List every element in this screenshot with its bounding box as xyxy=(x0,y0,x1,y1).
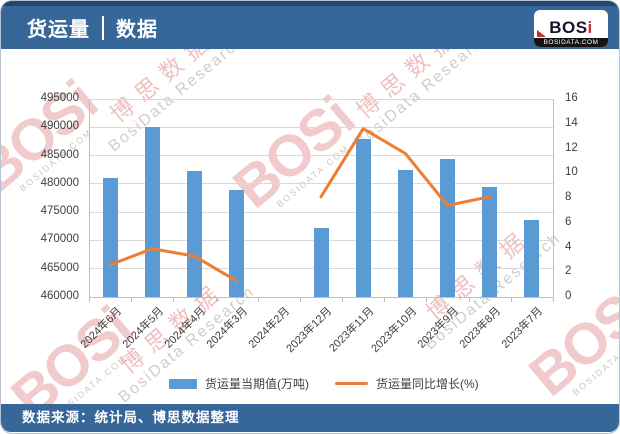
x-axis-tick xyxy=(384,298,386,302)
logo-triangle-icon xyxy=(537,30,546,37)
bottom-axis-line xyxy=(89,297,554,298)
bar-freight-volume xyxy=(524,220,540,297)
gridline xyxy=(89,98,553,100)
legend-line-swatch xyxy=(335,382,368,385)
legend: 货运量当期值(万吨) 货运量同比增长(%) xyxy=(169,375,479,392)
right-axis-tick-label: 0 xyxy=(565,290,572,302)
x-axis-tick xyxy=(510,298,512,302)
x-axis-tick xyxy=(426,298,428,302)
right-axis-tick-label: 12 xyxy=(565,141,578,154)
legend-item-line: 货运量同比增长(%) xyxy=(335,375,479,392)
bar-freight-volume xyxy=(482,187,498,297)
gridline xyxy=(89,155,553,157)
legend-bar-label: 货运量当期值(万吨) xyxy=(205,377,309,391)
bar-freight-volume xyxy=(102,178,118,297)
gridline xyxy=(89,183,553,185)
right-axis-tick-label: 6 xyxy=(565,215,572,228)
legend-item-bar: 货运量当期值(万吨) xyxy=(169,375,309,392)
left-axis-line xyxy=(89,99,90,297)
footer-bar: 数据来源：统计局、博思数据整理 xyxy=(1,404,619,432)
bar-freight-volume xyxy=(355,138,371,297)
left-axis-tick-label: 465000 xyxy=(40,261,79,274)
legend-bar-swatch xyxy=(169,378,197,389)
right-axis-tick-label: 14 xyxy=(565,116,578,129)
growth-line-segment xyxy=(108,247,239,283)
x-axis-tick xyxy=(553,298,554,302)
right-axis-tick-label: 4 xyxy=(565,240,572,253)
left-axis-tick-label: 485000 xyxy=(40,148,79,161)
bar-freight-volume xyxy=(229,189,245,297)
left-axis-tick-label: 460000 xyxy=(40,290,79,302)
x-axis-tick xyxy=(299,298,301,302)
right-axis-tick-label: 10 xyxy=(565,166,578,179)
x-axis-tick xyxy=(173,298,175,302)
title-primary: 货运量 xyxy=(27,19,90,41)
x-axis-tick xyxy=(89,298,90,302)
bar-freight-volume xyxy=(397,170,413,297)
gridline xyxy=(89,211,553,213)
growth-line-chart xyxy=(108,127,492,283)
x-axis-tick xyxy=(342,298,344,302)
page-title: 货运量 数据 xyxy=(27,13,158,42)
header-bar: 货运量 数据 BOSi BOSIDATA.COM xyxy=(1,1,619,49)
right-axis-tick-label: 16 xyxy=(565,92,578,104)
left-axis-tick-label: 495000 xyxy=(40,92,79,104)
bar-freight-volume xyxy=(313,227,329,297)
left-axis-tick-label: 470000 xyxy=(40,233,79,246)
bosi-logo: BOSi BOSIDATA.COM xyxy=(534,10,608,47)
x-axis-tick xyxy=(131,298,133,302)
x-axis-tick xyxy=(215,298,217,302)
legend-line-label: 货运量同比增长(%) xyxy=(376,377,479,391)
chart-body: BOSi BOSIDATA.COM BOSi BOSIDATA.COM BOSi BOSI… xyxy=(1,49,619,404)
bar-freight-volume xyxy=(186,170,202,297)
bosi-logo-text: BOSi xyxy=(549,18,593,37)
data-source-text: 数据来源：统计局、博思数据整理 xyxy=(22,410,240,425)
bar-freight-volume xyxy=(440,158,456,297)
right-axis-line xyxy=(553,99,554,297)
growth-line-segment xyxy=(319,127,492,207)
title-separator xyxy=(102,15,104,40)
bar-freight-volume xyxy=(144,127,160,297)
right-axis-tick-label: 8 xyxy=(565,191,572,203)
bosi-logo-domain: BOSIDATA.COM xyxy=(534,38,608,47)
left-axis-tick-label: 475000 xyxy=(40,205,79,218)
left-axis-tick-label: 480000 xyxy=(40,176,79,189)
x-axis-tick xyxy=(468,298,470,302)
gridline xyxy=(89,126,553,128)
right-axis-tick-label: 2 xyxy=(565,265,572,278)
logo-i-accent: i xyxy=(587,18,593,37)
left-axis-tick-label: 490000 xyxy=(40,120,79,133)
x-axis-tick xyxy=(257,298,259,302)
title-secondary: 数据 xyxy=(116,19,158,41)
